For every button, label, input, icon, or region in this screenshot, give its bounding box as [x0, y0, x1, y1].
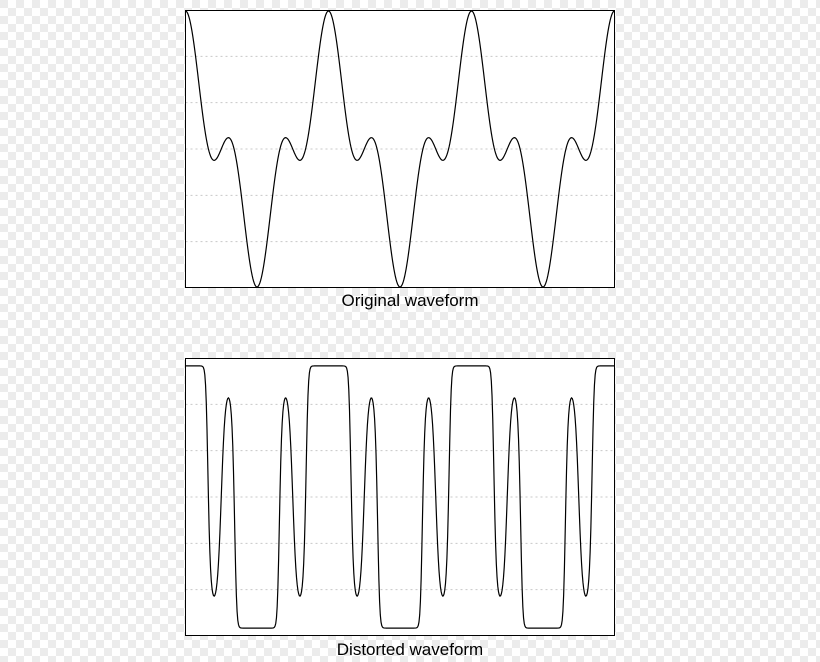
original-caption: Original waveform: [0, 291, 820, 311]
panel-distorted: [185, 358, 615, 636]
distorted-caption: Distorted waveform: [0, 640, 820, 660]
panel-original: [185, 10, 615, 288]
original-plot: [185, 10, 615, 288]
distorted-plot: [185, 358, 615, 636]
page: Original waveform Distorted waveform: [0, 0, 820, 662]
